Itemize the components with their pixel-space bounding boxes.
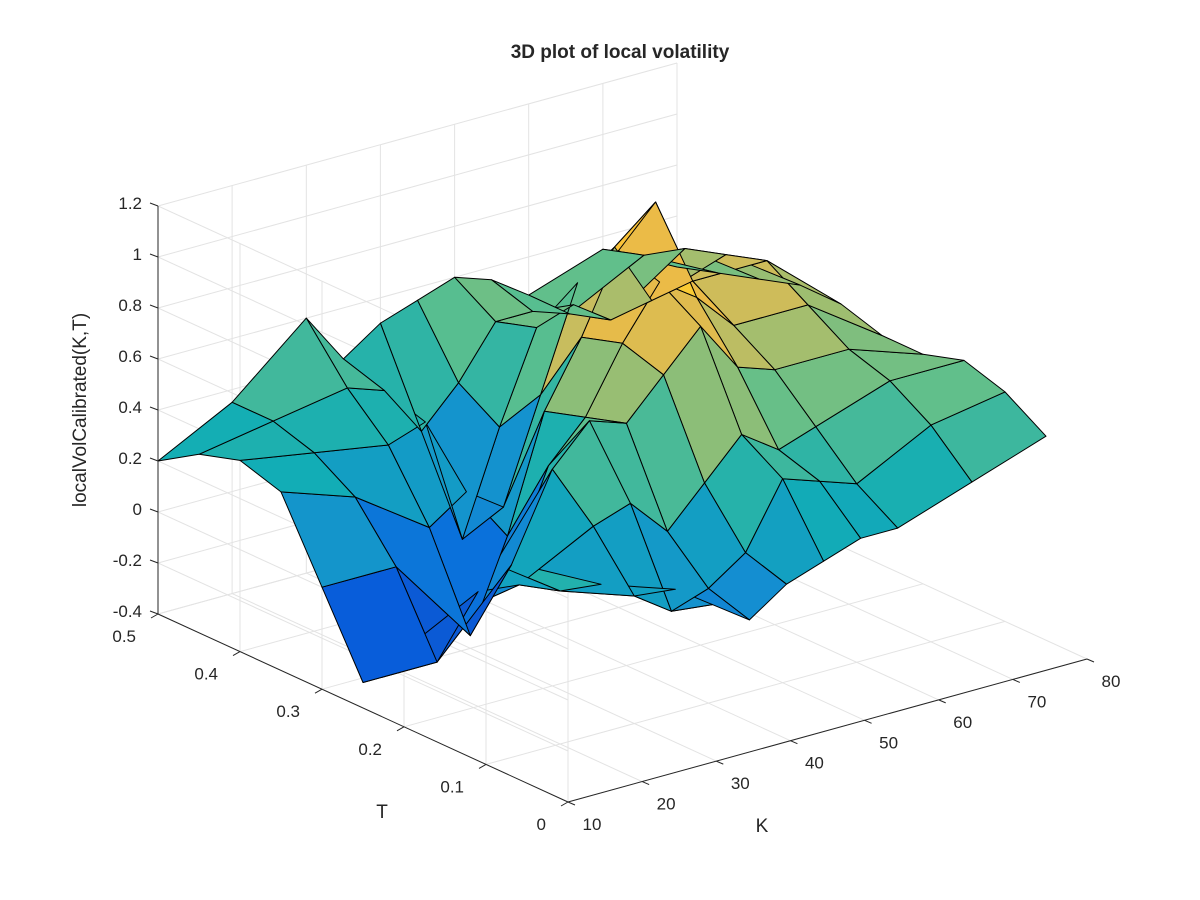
x-axis-label: K	[756, 816, 769, 837]
k-tick-mark	[716, 760, 724, 765]
z-tick-label: 1	[133, 245, 142, 264]
k-tick-mark	[1086, 658, 1095, 663]
surface-mesh	[157, 201, 1047, 683]
k-tick-mark	[938, 699, 946, 704]
t-tick-label: 0.3	[276, 702, 300, 721]
t-axis-line	[157, 613, 569, 803]
z-tick-mark	[149, 202, 159, 207]
k-tick-label: 20	[657, 795, 676, 814]
z-tick-label: 0.4	[118, 398, 142, 417]
tick-labels: 102030405060708000.10.20.30.40.5-0.4-0.2…	[112, 194, 1120, 834]
k-tick-label: 30	[731, 774, 750, 793]
k-tick-label: 10	[583, 815, 602, 834]
z-tick-label: 0.8	[118, 296, 142, 315]
z-tick-mark	[149, 304, 159, 309]
t-tick-mark	[150, 613, 159, 619]
grid-line-t	[403, 583, 924, 728]
k-tick-label: 80	[1102, 672, 1121, 691]
k-tick-label: 70	[1027, 692, 1046, 711]
z-tick-label: 0	[133, 500, 142, 519]
t-tick-label: 0	[537, 815, 546, 834]
chart-title: 3D plot of local volatility	[511, 42, 730, 63]
z-tick-mark	[149, 508, 159, 513]
t-tick-mark	[560, 801, 569, 807]
z-tick-mark	[149, 559, 159, 564]
t-tick-mark	[478, 763, 487, 769]
z-tick-label: -0.2	[113, 551, 142, 570]
surface-patch	[157, 401, 274, 462]
grid-line-t	[485, 620, 1006, 765]
k-tick-mark	[864, 719, 872, 724]
z-tick-mark	[149, 457, 159, 462]
k-tick-mark	[641, 781, 650, 786]
t-tick-label: 0.4	[194, 665, 218, 684]
z-tick-mark	[149, 355, 159, 360]
k-axis-line	[567, 658, 1088, 803]
z-tick-mark	[149, 253, 159, 258]
t-tick-label: 0.1	[440, 777, 464, 796]
k-tick-mark	[567, 801, 576, 806]
z-tick-label: 0.2	[118, 449, 142, 468]
k-tick-label: 60	[953, 713, 972, 732]
z-tick-label: -0.4	[113, 602, 142, 621]
z-tick-label: 1.2	[118, 194, 142, 213]
t-tick-label: 0.2	[358, 740, 382, 759]
z-axis-label: localVolCalibrated(K,T)	[70, 313, 91, 507]
k-tick-mark	[790, 740, 798, 745]
z-tick-mark	[149, 610, 159, 615]
k-tick-label: 40	[805, 754, 824, 773]
z-tick-label: 0.6	[118, 347, 142, 366]
y-axis-label: T	[376, 802, 388, 823]
k-tick-mark	[1012, 678, 1021, 683]
t-tick-mark	[232, 651, 241, 657]
t-tick-mark	[396, 726, 405, 732]
t-tick-mark	[314, 688, 323, 694]
z-tick-mark	[149, 406, 159, 411]
k-tick-label: 50	[879, 733, 898, 752]
t-tick-label: 0.5	[112, 627, 136, 646]
